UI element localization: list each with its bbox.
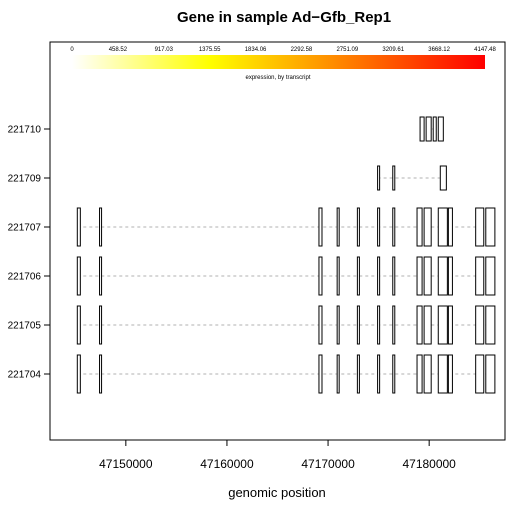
legend-tick-label: 1834.06 <box>245 47 267 53</box>
x-tick-label: 47150000 <box>99 457 153 471</box>
exon-box <box>377 354 381 394</box>
legend-tick-label: 458.52 <box>109 47 128 53</box>
exon-box <box>423 256 432 296</box>
exon-box <box>416 305 423 345</box>
y-tick-label: 221705 <box>8 321 42 332</box>
exon-box <box>447 305 453 345</box>
exon-box <box>423 207 432 247</box>
exon-box <box>76 256 81 296</box>
exon-box <box>485 354 496 394</box>
y-tick-label: 221710 <box>8 125 42 136</box>
chart-title: Gene in sample Ad−Gfb_Rep1 <box>177 9 391 26</box>
exon-box <box>475 256 485 296</box>
exon-box <box>423 305 432 345</box>
legend-tick-label: 2751.09 <box>336 47 358 53</box>
exon-box <box>437 354 448 394</box>
exon-box <box>377 256 381 296</box>
legend-caption: expression, by transcript <box>245 75 310 81</box>
exon-box <box>336 207 340 247</box>
exon-box <box>392 165 396 191</box>
exon-box <box>336 256 340 296</box>
exon-box <box>318 305 323 345</box>
exon-box <box>377 305 381 345</box>
exon-box <box>485 305 496 345</box>
legend-tick-label: 917.03 <box>155 47 174 53</box>
legend-tick-label: 4147.48 <box>474 47 496 53</box>
exon-box <box>377 165 381 191</box>
exon-box <box>425 116 432 142</box>
exon-box <box>439 165 447 191</box>
exon-box <box>475 305 485 345</box>
exon-box <box>416 207 423 247</box>
transcript-221704 <box>76 354 496 394</box>
exon-box <box>392 305 396 345</box>
exon-box <box>419 116 425 142</box>
exon-box <box>99 354 103 394</box>
exon-box <box>485 256 496 296</box>
exon-box <box>416 256 423 296</box>
legend-color-bar <box>72 55 485 69</box>
y-axis: 221704 221705 221706 221707 221709 221710 <box>8 125 50 381</box>
exon-box <box>99 256 103 296</box>
legend-tick-label: 1375.55 <box>199 47 221 53</box>
transcript-221706 <box>76 256 496 296</box>
exon-box <box>318 207 323 247</box>
legend-tick-labels: 0 458.52 917.03 1375.55 1834.06 2292.58 2751.0… <box>70 47 496 53</box>
y-tick-label: 221706 <box>8 272 42 283</box>
exon-box <box>437 305 448 345</box>
exon-box <box>76 207 81 247</box>
exon-box <box>447 354 453 394</box>
exon-box <box>475 207 485 247</box>
y-tick-label: 221704 <box>8 370 42 381</box>
exon-box <box>356 256 360 296</box>
x-axis: 47150000 47160000 47170000 47180000 <box>99 440 456 471</box>
legend-tick-label: 0 <box>70 47 74 53</box>
exon-box <box>356 354 360 394</box>
x-tick-label: 47180000 <box>402 457 456 471</box>
legend-tick-label: 3209.61 <box>382 47 404 53</box>
exon-box <box>99 305 103 345</box>
exon-box <box>356 207 360 247</box>
x-axis-label: genomic position <box>228 485 326 500</box>
exon-box <box>76 354 81 394</box>
exon-box <box>392 207 396 247</box>
exon-box <box>423 354 432 394</box>
exon-box <box>437 256 448 296</box>
exon-box <box>485 207 496 247</box>
exon-box <box>437 116 444 142</box>
exon-box <box>392 354 396 394</box>
transcript-221709 <box>377 165 447 191</box>
legend-tick-label: 2292.58 <box>291 47 313 53</box>
exon-box <box>447 207 453 247</box>
exon-box <box>336 354 340 394</box>
exon-box <box>437 207 448 247</box>
transcript-221707 <box>76 207 496 247</box>
legend-tick-label: 3668.12 <box>428 47 450 53</box>
x-tick-label: 47170000 <box>301 457 355 471</box>
plot-frame <box>49 41 506 441</box>
exon-box <box>416 354 423 394</box>
transcript-221710 <box>419 116 444 142</box>
transcript-221705 <box>76 305 496 345</box>
exon-box <box>447 256 453 296</box>
x-tick-label: 47160000 <box>200 457 254 471</box>
y-tick-label: 221709 <box>8 174 42 185</box>
exon-box <box>318 354 323 394</box>
exon-box <box>392 256 396 296</box>
exon-box <box>377 207 381 247</box>
exon-box <box>475 354 485 394</box>
y-tick-label: 221707 <box>8 223 42 234</box>
exon-box <box>318 256 323 296</box>
exon-box <box>432 116 437 142</box>
exon-box <box>76 305 81 345</box>
transcript-tracks <box>76 116 496 394</box>
exon-box <box>99 207 103 247</box>
exon-box <box>336 305 340 345</box>
expression-legend: 0 458.52 917.03 1375.55 1834.06 2292.58 2751.0… <box>70 47 496 81</box>
exon-box <box>356 305 360 345</box>
